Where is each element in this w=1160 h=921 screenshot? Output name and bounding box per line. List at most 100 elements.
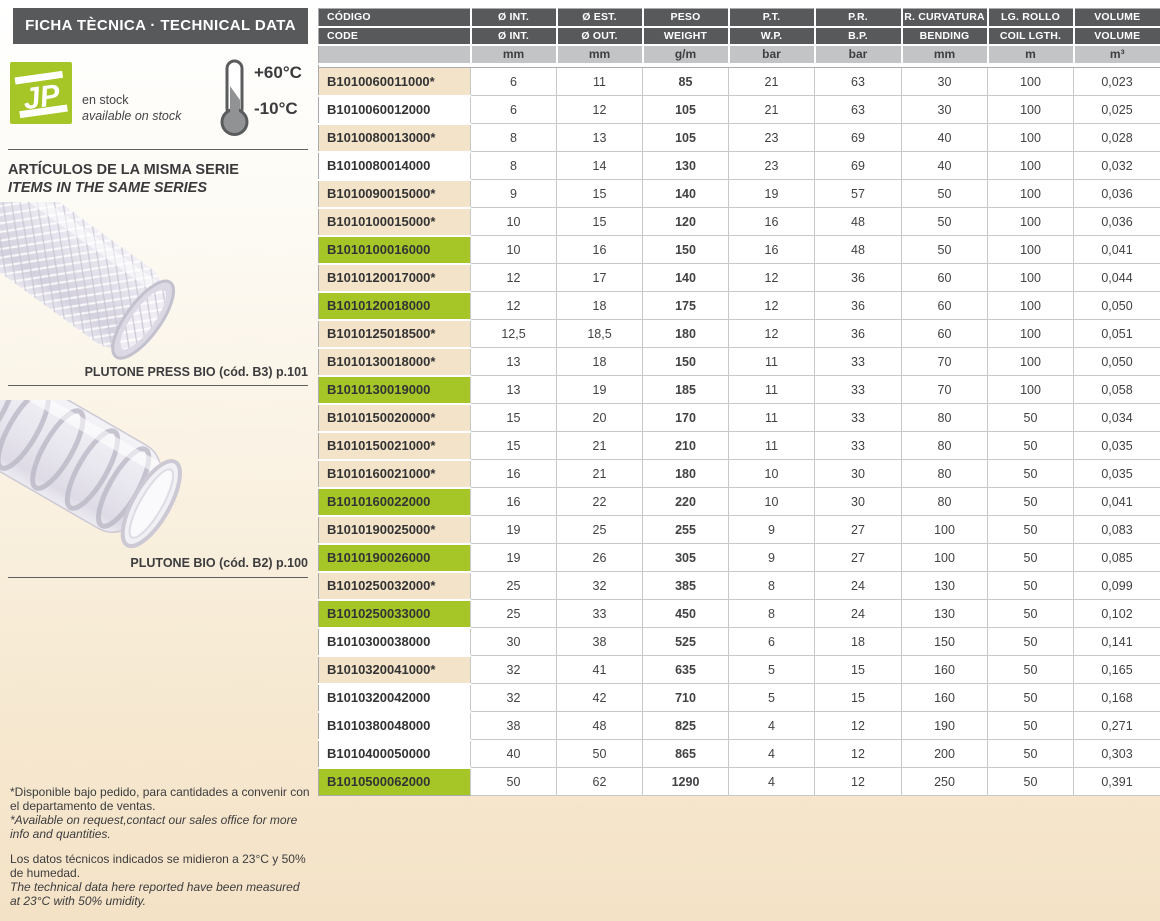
value-cell: 30 [901, 95, 988, 124]
value-cell: 0,044 [1073, 263, 1160, 292]
value-cell: 40 [470, 739, 557, 768]
value-cell: 0,141 [1073, 627, 1160, 656]
product-code-cell: B1010300038000 [318, 626, 471, 657]
value-cell: 24 [814, 599, 902, 628]
table-row: B1010400050000 40 50 865 4 12 200 50 0,303 [318, 738, 1160, 769]
value-cell: 9 [728, 515, 815, 544]
product-code-cell: B1010100016000 [318, 234, 471, 265]
value-cell: 50 [901, 179, 988, 208]
value-cell: 16 [556, 235, 643, 264]
column-header-en: CODE [318, 26, 472, 46]
product-code-cell: B1010190026000 [318, 542, 471, 573]
value-cell: 13 [470, 347, 557, 376]
table-row: B1010160022000 16 22 220 10 30 80 50 0,041 [318, 486, 1160, 517]
value-cell: 33 [814, 431, 902, 460]
value-cell: 63 [814, 95, 902, 124]
value-cell: 70 [901, 347, 988, 376]
value-cell: 100 [901, 515, 988, 544]
value-cell: 16 [470, 459, 557, 488]
value-cell: 23 [728, 123, 815, 152]
table-row: B1010090015000* 9 15 140 19 57 50 100 0,036 [318, 178, 1160, 209]
value-cell: 130 [642, 151, 729, 180]
value-cell: 0,083 [1073, 515, 1160, 544]
column-header-en: BENDING [901, 26, 989, 46]
value-cell: 18 [556, 347, 643, 376]
value-cell: 25 [556, 515, 643, 544]
table-row: B1010080013000* 8 13 105 23 69 40 100 0,028 [318, 122, 1160, 153]
value-cell: 33 [556, 599, 643, 628]
column-header-es: VOLUME [1073, 8, 1160, 28]
value-cell: 0,102 [1073, 599, 1160, 628]
table-row: B1010320042000 32 42 710 5 15 160 50 0,168 [318, 682, 1160, 713]
table-row: B1010150021000* 15 21 210 11 33 80 50 0,035 [318, 430, 1160, 461]
value-cell: 100 [987, 263, 1074, 292]
value-cell: 11 [728, 375, 815, 404]
value-cell: 33 [814, 347, 902, 376]
value-cell: 13 [556, 123, 643, 152]
product-code-cell: B1010130018000* [318, 346, 471, 377]
product-code-cell: B1010400050000 [318, 738, 471, 769]
value-cell: 32 [556, 571, 643, 600]
value-cell: 12 [728, 319, 815, 348]
column-header-en: COIL LGTH. [987, 26, 1075, 46]
divider [8, 385, 308, 386]
value-cell: 100 [987, 179, 1074, 208]
unit-cell [318, 44, 472, 65]
value-cell: 36 [814, 291, 902, 320]
value-cell: 17 [556, 263, 643, 292]
value-cell: 15 [470, 403, 557, 432]
value-cell: 10 [470, 207, 557, 236]
value-cell: 50 [987, 739, 1074, 768]
value-cell: 0,028 [1073, 123, 1160, 152]
value-cell: 130 [901, 571, 988, 600]
temp-min-label: -10°C [254, 99, 298, 118]
product-code-cell: B1010500062000 [318, 766, 471, 796]
value-cell: 450 [642, 599, 729, 628]
value-cell: 0,303 [1073, 739, 1160, 768]
value-cell: 8 [470, 151, 557, 180]
column-header-en: Ø OUT. [556, 26, 644, 46]
table-row: B1010100015000* 10 15 120 16 48 50 100 0,036 [318, 206, 1160, 237]
value-cell: 18,5 [556, 319, 643, 348]
value-cell: 100 [987, 347, 1074, 376]
value-cell: 15 [814, 683, 902, 712]
value-cell: 250 [901, 767, 988, 796]
value-cell: 140 [642, 263, 729, 292]
technical-data-table: CÓDIGO Ø INT. Ø EST. PESO P.T. P.R. R. CURVATU… [318, 8, 1160, 796]
table-row: B1010100016000 10 16 150 16 48 50 100 0,041 [318, 234, 1160, 265]
value-cell: 5 [728, 683, 815, 712]
value-cell: 18 [814, 627, 902, 656]
footnote-request-es: *Disponible bajo pedido, para cantidades… [10, 785, 310, 814]
value-cell: 38 [556, 627, 643, 656]
value-cell: 19 [470, 515, 557, 544]
unit-cell: g/m [642, 44, 730, 65]
stock-availability: en stock available on stock [82, 92, 181, 125]
value-cell: 41 [556, 655, 643, 684]
value-cell: 21 [556, 431, 643, 460]
value-cell: 200 [901, 739, 988, 768]
value-cell: 50 [987, 403, 1074, 432]
value-cell: 0,050 [1073, 347, 1160, 376]
value-cell: 42 [556, 683, 643, 712]
value-cell: 69 [814, 151, 902, 180]
value-cell: 0,041 [1073, 235, 1160, 264]
product-code-cell: B1010150020000* [318, 402, 471, 433]
value-cell: 0,035 [1073, 431, 1160, 460]
value-cell: 4 [728, 711, 815, 740]
product-code-cell: B1010080013000* [318, 122, 471, 153]
table-row: B1010130019000 13 19 185 11 33 70 100 0,058 [318, 374, 1160, 405]
product-code-cell: B1010190025000* [318, 514, 471, 545]
value-cell: 25 [470, 571, 557, 600]
value-cell: 9 [728, 543, 815, 572]
value-cell: 40 [901, 123, 988, 152]
column-header-en: VOLUME [1073, 26, 1160, 46]
product-code-cell: B1010120018000 [318, 290, 471, 321]
unit-cell: bar [814, 44, 903, 65]
value-cell: 100 [987, 291, 1074, 320]
table-row: B1010190026000 19 26 305 9 27 100 50 0,085 [318, 542, 1160, 573]
table-row: B1010160021000* 16 21 180 10 30 80 50 0,035 [318, 458, 1160, 489]
value-cell: 220 [642, 487, 729, 516]
value-cell: 4 [728, 767, 815, 796]
value-cell: 9 [470, 179, 557, 208]
